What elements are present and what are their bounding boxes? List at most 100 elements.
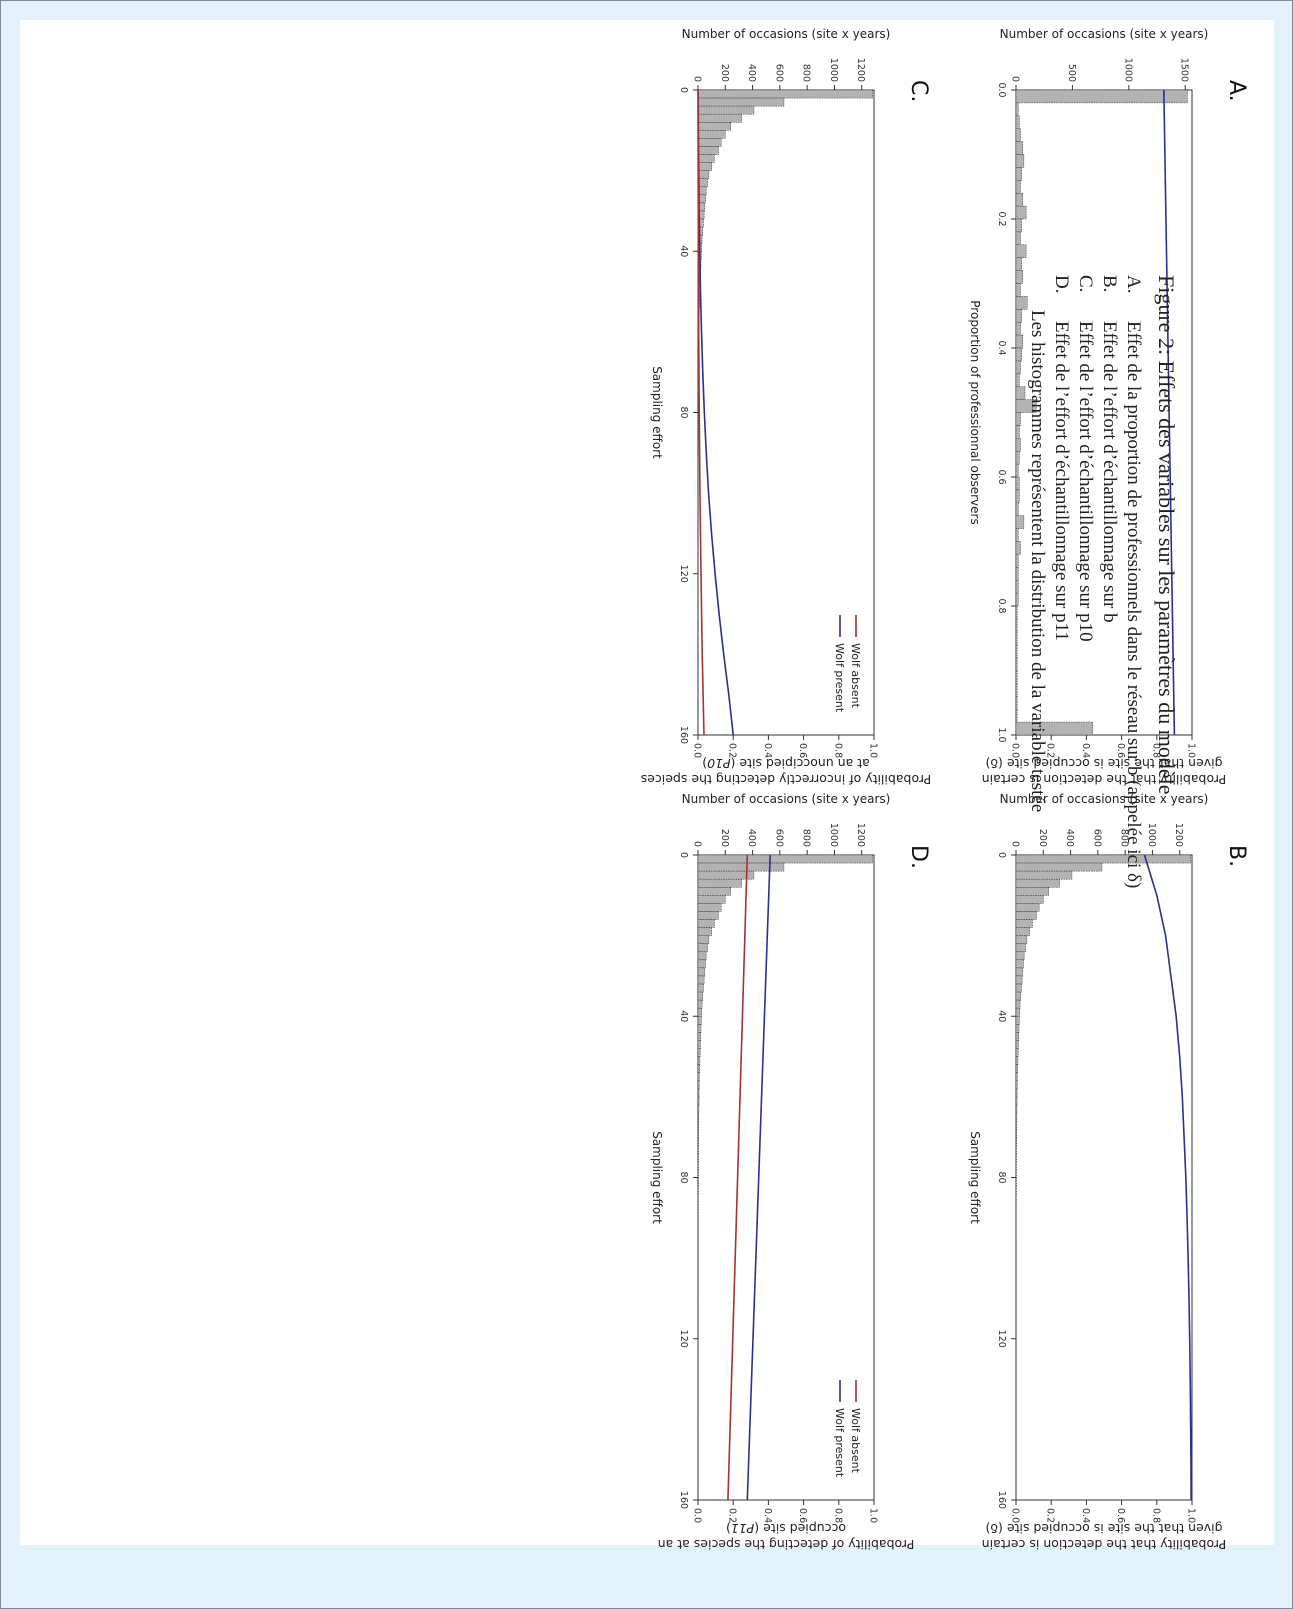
histogram-bar: [697, 1120, 700, 1130]
x-tick-label: 0.8: [996, 598, 1007, 613]
histogram-bar: [1015, 1072, 1018, 1081]
right-tick-label: 0.2: [1045, 1508, 1056, 1523]
right-tick-label: 0.6: [797, 743, 808, 758]
right-axis-title: Probability of detecting the species at …: [658, 1521, 915, 1552]
y-tick-label: 1000: [1122, 58, 1133, 82]
right-tick-label: 0.8: [832, 743, 843, 758]
histogram-bar: [1015, 696, 1018, 710]
histogram-bar: [697, 911, 719, 920]
histogram-bar: [1015, 887, 1049, 896]
caption-item-d: D. Effet de l’effort d’échantillonnage su…: [1049, 275, 1073, 1035]
series-line: [746, 854, 771, 1501]
histogram-bar: [1015, 167, 1022, 181]
histogram-bar: [1015, 644, 1018, 658]
right-axis-title-line: at an unoccipied site (: [731, 756, 870, 771]
x-axis-label: Proportion of professionnal observers: [968, 300, 982, 524]
caption-item-b: B. Effet de l’effort d’échantillonnage su…: [1097, 275, 1121, 1035]
x-tick-label: 0: [678, 852, 689, 858]
right-tick-label: 0.4: [1080, 743, 1091, 758]
chart-svg: 0 40 80 120 160 0 200 400 600 800 1000 1200 0.0 0.2 0.…: [650, 792, 931, 1552]
histogram-bar: [1015, 1096, 1018, 1106]
x-tick-label: 40: [678, 245, 689, 257]
legend-label: Wolf absent: [849, 1408, 862, 1474]
histogram-bar: [697, 999, 703, 1009]
histogram-bar: [1015, 283, 1021, 297]
y-tick-label: 1200: [855, 823, 866, 847]
x-tick-label: 0.2: [996, 211, 1007, 226]
y-tick-label: 800: [801, 829, 812, 847]
x-tick-label: 40: [678, 1010, 689, 1022]
histogram-bar: [697, 1024, 702, 1033]
y-tick-label: 0: [692, 841, 703, 847]
right-axis-title-line: Probability that the detection is certai…: [982, 1537, 1227, 1552]
histogram-bar: [697, 927, 712, 936]
histogram-bar: [1015, 180, 1021, 194]
y-tick-label: 1000: [828, 823, 839, 847]
x-tick-label: 0.0: [996, 82, 1007, 97]
histogram-bar: [1015, 1153, 1017, 1162]
histogram-bar: [1015, 515, 1025, 529]
series-line: [1143, 854, 1192, 1501]
histogram-bar: [1015, 231, 1021, 246]
panel-d: 0 40 80 120 160 0 200 400 600 800 1000 1200 0.0 0.2 0.…: [486, 785, 956, 1552]
x-tick-label: 0: [996, 852, 1007, 858]
histogram-bar: [697, 943, 708, 952]
histogram-bar: [1015, 721, 1093, 736]
legend-label: Wolf present: [833, 1408, 846, 1478]
right-tick-label: 0.8: [832, 1508, 843, 1523]
right-axis-title-line: given that the site is occupied site (δ): [985, 1521, 1222, 1536]
histogram-bar: [1015, 102, 1019, 117]
y-tick-label: 1500: [1179, 58, 1190, 82]
histogram-bar: [697, 170, 710, 179]
y-tick-label: 0: [692, 76, 703, 82]
histogram-bar: [1015, 579, 1019, 594]
caption-title: Figure 2: Effets des variables sur les p…: [1154, 275, 1179, 795]
right-axis-title: Probability of incorrectly detecting the…: [641, 756, 932, 787]
histogram-bar: [1015, 425, 1020, 439]
histogram-bar: [697, 1136, 699, 1146]
panel-c: 0 40 80 120 160 0 200 400 600 800 1000 1200 0.0 0.2 0.…: [486, 20, 956, 787]
right-tick-label: 0.2: [727, 1508, 738, 1523]
histogram-bar: [1015, 1112, 1018, 1122]
x-tick-label: 1.0: [996, 727, 1007, 742]
histogram-bar: [1015, 541, 1021, 555]
series-line: [697, 89, 705, 736]
caption-item-label: C.: [1075, 275, 1096, 293]
caption-item-text: Effet de l’effort d’échantillonnage sur …: [1051, 321, 1072, 641]
y-tick-label: 0: [1010, 841, 1021, 847]
histogram-bar: [697, 1145, 699, 1154]
histogram-bar: [1015, 959, 1024, 969]
histogram-bar: [1015, 1056, 1019, 1065]
right-tick-label: 0.6: [1115, 1508, 1126, 1523]
y-axis-label: Number of occasions (site x years): [682, 27, 891, 41]
histogram-bar: [1015, 878, 1060, 888]
x-axis-label: Sampling effort: [650, 366, 664, 459]
right-tick-label: 0.8: [1150, 1508, 1161, 1523]
panel-a: 0.0 0.2 0.4 0.6 0.8 1.0 0 500 1000 1500 0.0 0.2 0.4 0…: [804, 20, 1274, 787]
series-line: [727, 854, 749, 1501]
histogram-bar: [1015, 670, 1018, 684]
histogram-bar: [697, 1072, 700, 1081]
right-tick-label: 0.6: [797, 1508, 808, 1523]
right-axis-title: Probability that the detection is certai…: [982, 756, 1227, 787]
right-axis-title-line: Probability that the detection is certai…: [982, 772, 1227, 787]
histogram-bar: [1015, 592, 1019, 607]
histogram-bar: [1015, 1032, 1019, 1041]
y-tick-label: 1000: [1146, 823, 1157, 847]
histogram-bar: [1015, 386, 1026, 400]
right-tick-label: 0.2: [727, 743, 738, 758]
right-tick-label: 0.4: [1080, 1508, 1091, 1523]
caption-item-text: Effet de l’effort d’échantillonnage sur …: [1099, 321, 1120, 623]
histogram-bar: [1015, 192, 1024, 207]
x-tick-label: 160: [678, 726, 689, 744]
y-tick-label: 0: [1010, 76, 1021, 82]
right-tick-label: 1.0: [1186, 1508, 1197, 1523]
right-tick-label: 1.0: [1186, 743, 1197, 758]
histogram-bar: [1015, 605, 1018, 620]
histogram-bar: [1015, 373, 1020, 387]
y-tick-label: 600: [1091, 829, 1102, 847]
figure-caption: Figure 2: Effets des variables sur les p…: [1025, 275, 1179, 1035]
histogram-bar: [697, 1040, 701, 1049]
histogram-bar: [1015, 1016, 1020, 1025]
y-tick-label: 800: [801, 64, 812, 82]
